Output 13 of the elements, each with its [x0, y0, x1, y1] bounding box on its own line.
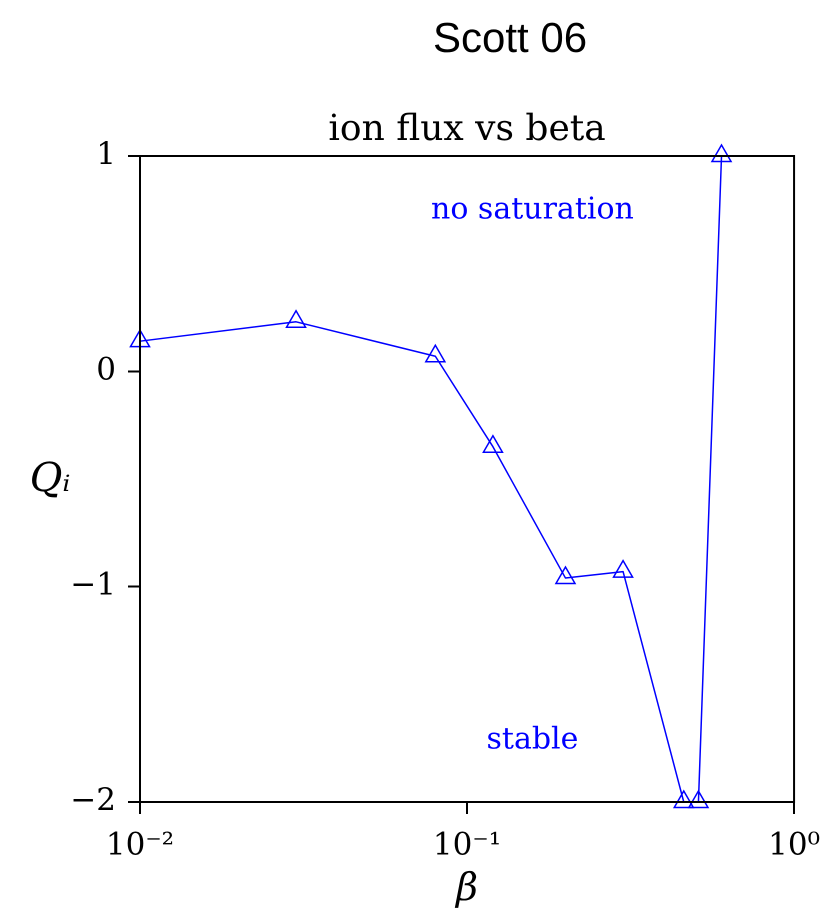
annotation: stable: [486, 721, 578, 756]
x-tick-label: 10⁻¹: [432, 826, 502, 863]
x-axis-title: β: [454, 865, 478, 909]
x-tick-label: 10⁻²: [106, 826, 174, 863]
y-tick-label: 1: [96, 136, 116, 172]
annotation: no saturation: [431, 192, 634, 227]
y-tick-label: 0: [96, 351, 116, 388]
y-tick-label: −2: [70, 782, 116, 818]
chart-subtitle: ion flux vs beta: [328, 108, 606, 149]
chart-title: Scott 06: [432, 14, 588, 61]
y-axis-title: Qᵢ: [30, 455, 70, 501]
y-tick-label: −1: [70, 566, 116, 603]
x-tick-label: 10⁰: [768, 826, 820, 863]
